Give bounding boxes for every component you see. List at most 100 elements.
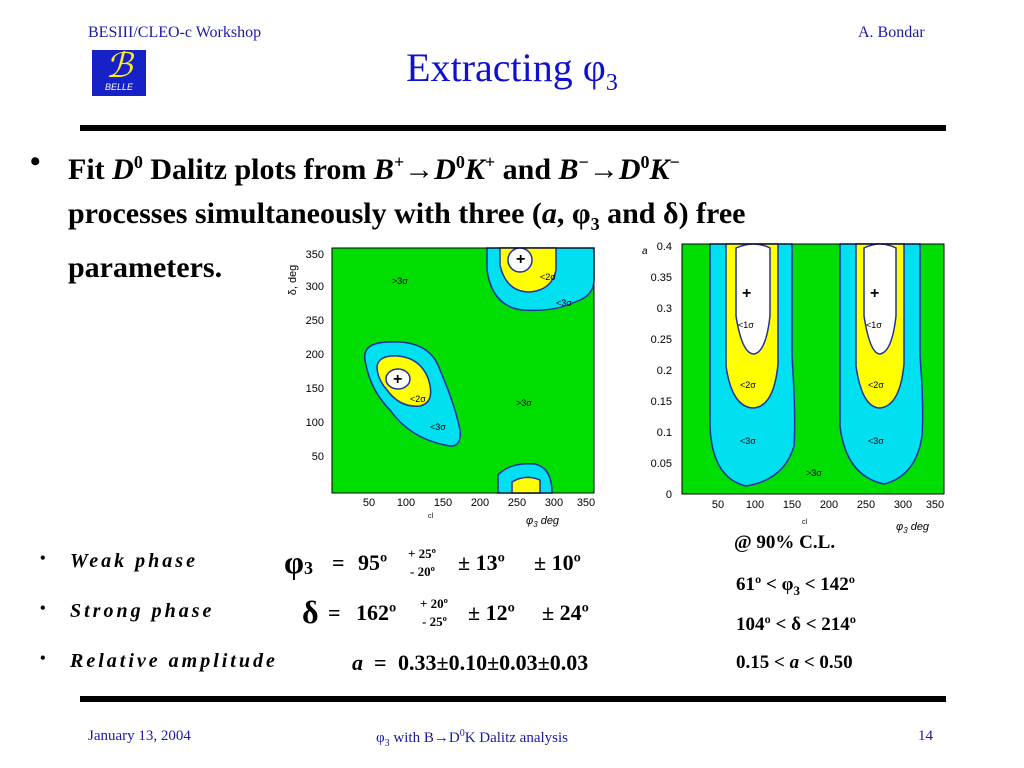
xtick-label: 300: [545, 497, 563, 509]
footer-title: φ3 with B→D0K Dalitz analysis: [376, 728, 568, 749]
result-label: Relative amplitude: [70, 650, 278, 672]
plot-left-frame: [331, 247, 595, 494]
result-label: Weak phase: [70, 550, 198, 572]
syst-error-2: ± 24º: [542, 600, 589, 625]
sigma-label: >3σ: [806, 468, 822, 478]
range-amplitude: 0.15 < a < 0.50: [736, 652, 853, 673]
top-divider: [80, 125, 946, 131]
header-left: BESIII/CLEO-c Workshop: [88, 24, 262, 41]
best-fit-marker-2: +: [393, 371, 402, 388]
footer-date: January 13, 2004: [88, 728, 191, 744]
plot-left-xticks: 50 100 150 200 250 300 350: [363, 497, 595, 509]
equals-sign: =: [332, 550, 345, 575]
upper-error: + 20º: [420, 596, 448, 611]
range-delta: 104º < δ < 214º: [736, 614, 857, 635]
ytick-label: 200: [306, 349, 324, 361]
xtick-label: 250: [508, 497, 526, 509]
amplitude-symbol: a: [352, 650, 363, 675]
plot-left-ylabel: δ, deg: [287, 265, 299, 296]
sigma-label: <2σ: [410, 394, 426, 404]
sigma-label: <3σ: [740, 436, 756, 446]
xtick-label: 150: [783, 499, 801, 511]
equals-sign: =: [328, 600, 341, 625]
result-weak-phase: • Weak phase φ 3 = 95º + 25º - 20º ± 13º…: [40, 544, 700, 586]
central-value: 0.33±0.10±0.03±0.03: [398, 650, 589, 675]
plot-left-yticks: 50 100 150 200 250 300 350: [306, 249, 324, 463]
syst-error-1: ± 12º: [468, 600, 515, 625]
plot-right-frame: [681, 243, 945, 495]
bullet-dot: •: [40, 650, 46, 667]
ytick-label: 100: [306, 417, 324, 429]
sigma-label: <1σ: [866, 320, 882, 330]
result-label: Strong phase: [70, 600, 215, 622]
best-fit-marker-1: +: [516, 251, 525, 268]
xtick-label: 350: [926, 499, 944, 511]
phi-symbol: φ: [284, 544, 304, 580]
best-fit-marker-1: +: [742, 285, 751, 302]
ytick-label: 150: [306, 383, 324, 395]
xtick-label: 100: [746, 499, 764, 511]
page-title: Extracting φ3: [406, 45, 618, 96]
central-value: 162º: [356, 600, 397, 625]
equals-sign: =: [374, 650, 387, 675]
ytick-label: 300: [306, 281, 324, 293]
sigma-label: <3σ: [868, 436, 884, 446]
sigma-label: <1σ: [738, 320, 754, 330]
bullet-dot: •: [40, 600, 46, 617]
bullet-dot: •: [40, 550, 46, 567]
xtick-label: 100: [397, 497, 415, 509]
syst-error-2: ± 10º: [534, 550, 581, 575]
ytick-label: 0.4: [657, 241, 672, 253]
sigma-label: <2σ: [868, 380, 884, 390]
xtick-label: 350: [577, 497, 595, 509]
plot-delta-vs-phi3: + + >3σ <2σ <3σ <2σ <3σ >3σ 50 100 150 2…: [287, 247, 595, 529]
sigma-label: >3σ: [516, 398, 532, 408]
plot-right-ylabel: a: [642, 246, 648, 257]
result-strong-phase: • Strong phase δ = 162º + 20º - 25º ± 12…: [40, 594, 700, 636]
xtick-label: 50: [712, 499, 724, 511]
contour-left-column: [709, 243, 796, 487]
plot-right-yticks: 0 0.05 0.1 0.15 0.2 0.25 0.3 0.35 0.4: [651, 241, 672, 501]
xtick-label: 200: [820, 499, 838, 511]
belle-logo-text: BELLE: [104, 82, 134, 92]
footer-page-number: 14: [918, 728, 933, 744]
central-value: 95º: [358, 550, 388, 575]
xtick-label: 50: [363, 497, 375, 509]
lower-error: - 25º: [422, 614, 447, 629]
ytick-label: 0.15: [651, 396, 672, 408]
contour-middle-left: [363, 341, 461, 447]
plot-right-xlabel: φ3 deg: [896, 521, 930, 535]
bullet-text: Fit D0 Dalitz plots from B+→D0K+ and B−→…: [68, 152, 746, 284]
range-phi3: 61º < φ3 < 142º: [736, 574, 856, 598]
cl-label: @ 90% C.L.: [734, 532, 836, 553]
contour-top-right: [486, 247, 595, 312]
sigma-label: <3σ: [430, 422, 446, 432]
sigma-label: >3σ: [392, 276, 408, 286]
xtick-label: 250: [857, 499, 875, 511]
ytick-label: 0.3: [657, 303, 672, 315]
ytick-label: 0.05: [651, 458, 672, 470]
sigma-label: <3σ: [556, 298, 572, 308]
ytick-label: 0.1: [657, 427, 672, 439]
ytick-label: 350: [306, 249, 324, 261]
sigma-label: <2σ: [540, 272, 556, 282]
ytick-label: 50: [312, 451, 324, 463]
bottom-divider: [80, 696, 946, 702]
syst-error-1: ± 13º: [458, 550, 505, 575]
belle-logo: ℬ BELLE: [92, 50, 146, 96]
xtick-label: 200: [471, 497, 489, 509]
contour-bottom: [497, 462, 553, 494]
best-fit-marker-2: +: [870, 285, 879, 302]
upper-error: + 25º: [408, 546, 436, 561]
xtick-label: 300: [894, 499, 912, 511]
ytick-label: 0.25: [651, 334, 672, 346]
belle-logo-glyph: ℬ: [105, 48, 133, 85]
ytick-label: 0.2: [657, 365, 672, 377]
plot-left-xlabel: φ3 deg: [526, 515, 560, 529]
result-relative-amplitude: • Relative amplitude a = 0.33±0.10±0.03±…: [40, 646, 700, 686]
sigma-label: <2σ: [740, 380, 756, 390]
header-right: A. Bondar: [858, 24, 925, 41]
plot-right-corner: cl: [802, 519, 808, 526]
ytick-label: 0: [666, 489, 672, 501]
plot-left-corner: cl: [428, 513, 434, 520]
